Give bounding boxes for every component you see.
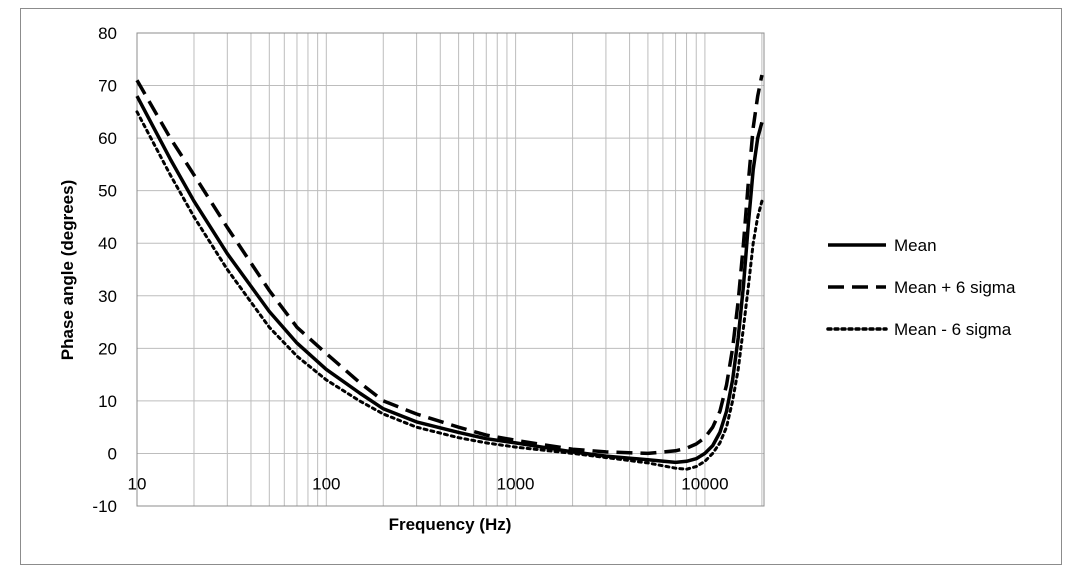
y-tick-label: -10 bbox=[92, 497, 117, 516]
series-line-mean-6-sigma bbox=[135, 110, 764, 471]
y-tick-label: 40 bbox=[98, 234, 117, 253]
grid-lines bbox=[136, 32, 765, 507]
y-tick-labels: -10 0 10 20 30 40 50 60 70 80 bbox=[92, 24, 117, 516]
y-tick-label: 30 bbox=[98, 287, 117, 306]
y-tick-label: 60 bbox=[98, 129, 117, 148]
series-lines bbox=[135, 74, 764, 471]
y-tick-label: 50 bbox=[98, 182, 117, 201]
y-tick-label: 70 bbox=[98, 77, 117, 96]
x-axis-title: Frequency (Hz) bbox=[389, 515, 512, 534]
y-tick-label: 10 bbox=[98, 392, 117, 411]
x-tick-labels: 10 100 1000 10000 bbox=[128, 474, 729, 493]
x-tick-label: 10000 bbox=[681, 474, 728, 493]
y-axis-title: Phase angle (degrees) bbox=[58, 180, 77, 360]
x-tick-label: 1000 bbox=[497, 474, 535, 493]
legend-label: Mean bbox=[894, 236, 937, 255]
legend-label: Mean + 6 sigma bbox=[894, 278, 1016, 297]
y-tick-label: 20 bbox=[98, 339, 117, 358]
legend: Mean Mean + 6 sigma Mean - 6 sigma bbox=[826, 236, 1016, 339]
legend-label: Mean - 6 sigma bbox=[894, 320, 1012, 339]
x-tick-label: 10 bbox=[128, 474, 147, 493]
series-line-mean-6-sigma bbox=[135, 74, 764, 456]
y-tick-label: 80 bbox=[98, 24, 117, 43]
plot-area bbox=[136, 32, 765, 507]
x-tick-label: 100 bbox=[312, 474, 340, 493]
y-tick-label: 0 bbox=[108, 444, 117, 463]
series-line-mean bbox=[135, 95, 764, 465]
